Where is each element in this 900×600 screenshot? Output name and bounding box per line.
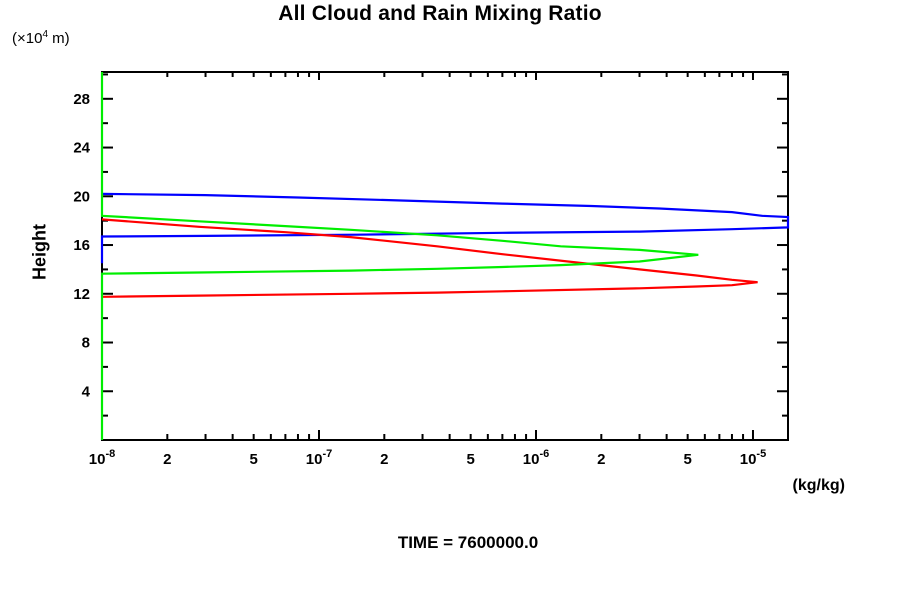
x-tick-label-minor: 2 (163, 451, 171, 468)
y-unit-suffix: m) (48, 30, 70, 47)
x-tick-label-decade: 10-7 (306, 448, 332, 468)
x-tick-label-minor: 2 (380, 451, 388, 468)
series-green-profile (100, 72, 699, 440)
y-axis-unit-label: (×104 m) (12, 29, 70, 48)
x-tick-label-minor: 5 (250, 451, 258, 468)
y-tick-label: 4 (82, 383, 91, 400)
y-tick-label: 20 (73, 188, 90, 205)
y-unit-prefix: (×10 (12, 30, 43, 47)
x-tick-label-decade: 10-6 (523, 448, 549, 468)
x-tick-label-decade: 10-5 (740, 448, 766, 468)
time-caption: TIME = 7600000.0 (397, 533, 539, 552)
x-tick-label-decade: 10-8 (89, 448, 115, 468)
y-tick-label: 8 (82, 335, 90, 352)
x-axis-unit-label: (kg/kg) (792, 477, 845, 494)
y-tick-label: 16 (73, 237, 90, 254)
series-red-profile (101, 218, 758, 298)
chart-title: All Cloud and Rain Mixing Ratio (278, 2, 602, 25)
x-tick-label-minor: 5 (683, 451, 691, 468)
y-tick-label: 24 (73, 140, 90, 157)
y-tick-label: 28 (73, 91, 90, 108)
y-unit-exponent: 4 (42, 29, 49, 40)
x-tick-label-minor: 2 (597, 451, 605, 468)
y-tick-label: 12 (73, 286, 90, 303)
x-tick-label-minor: 5 (466, 451, 474, 468)
